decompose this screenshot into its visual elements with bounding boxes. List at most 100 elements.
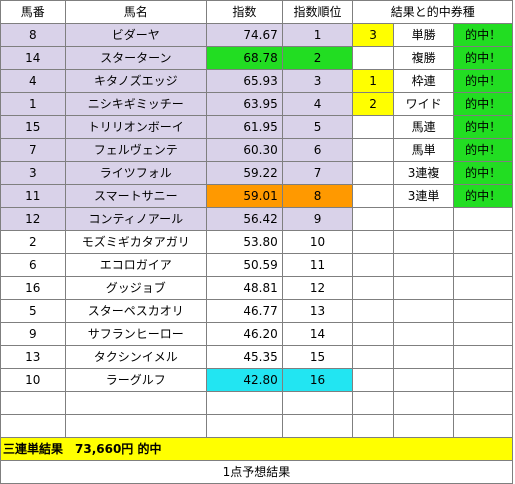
index-value: 65.93 xyxy=(205,69,283,93)
index-value: 50.59 xyxy=(205,253,283,277)
empty-cell xyxy=(352,322,394,346)
header-row: 馬番 馬名 指数 指数順位 結果と的中券種 xyxy=(0,0,513,24)
horse-name: ライツフォル xyxy=(64,161,207,185)
empty-cell xyxy=(392,230,455,254)
horse-number: 2 xyxy=(0,230,66,254)
index-rank: 7 xyxy=(281,161,354,185)
empty-cell xyxy=(64,391,207,415)
index-value: 60.30 xyxy=(205,138,283,162)
hit-badge: 的中！ xyxy=(453,115,513,139)
table-row: 1 ニシキギミッチー 63.95 4 2 ワイド 的中！ xyxy=(0,92,513,116)
horse-number: 16 xyxy=(0,276,66,300)
horse-name: タクシンイメル xyxy=(64,345,207,369)
table-row: 7 フェルヴェンテ 60.30 6 馬単 的中！ xyxy=(0,138,513,162)
result-place xyxy=(352,161,394,185)
table-row: 2 モズミギカタアガリ 53.80 10 xyxy=(0,230,513,254)
empty-cell xyxy=(281,414,354,438)
horse-name: スマートサニー xyxy=(64,184,207,208)
index-rank: 8 xyxy=(281,184,354,208)
empty-cell xyxy=(352,253,394,277)
bet-type: 馬連 xyxy=(392,115,455,139)
index-rank: 4 xyxy=(281,92,354,116)
horse-number: 6 xyxy=(0,253,66,277)
table-row: 3 ライツフォル 59.22 7 3連複 的中！ xyxy=(0,161,513,185)
table-row: 8 ビダーヤ 74.67 1 3 単勝 的中！ xyxy=(0,23,513,47)
horse-number: 9 xyxy=(0,322,66,346)
hit-badge: 的中！ xyxy=(453,46,513,70)
empty-row xyxy=(0,391,513,415)
index-value: 46.20 xyxy=(205,322,283,346)
index-value: 74.67 xyxy=(205,23,283,47)
bet-type: 馬単 xyxy=(392,138,455,162)
index-rank: 5 xyxy=(281,115,354,139)
empty-cell xyxy=(205,414,283,438)
table-row: 9 サフランヒーロー 46.20 14 xyxy=(0,322,513,346)
table-row: 11 スマートサニー 59.01 8 3連単 的中！ xyxy=(0,184,513,208)
index-rank: 14 xyxy=(281,322,354,346)
empty-cell xyxy=(453,345,513,369)
horse-number: 11 xyxy=(0,184,66,208)
index-rank: 15 xyxy=(281,345,354,369)
hit-badge: 的中！ xyxy=(453,161,513,185)
horse-number: 12 xyxy=(0,207,66,231)
header-result: 結果と的中券種 xyxy=(352,0,513,24)
index-value: 48.81 xyxy=(205,276,283,300)
empty-cell xyxy=(392,345,455,369)
table-row: 6 エコロガイア 50.59 11 xyxy=(0,253,513,277)
horse-name: キタノズエッジ xyxy=(64,69,207,93)
empty-cell xyxy=(392,414,455,438)
horse-name: モズミギカタアガリ xyxy=(64,230,207,254)
index-rank: 10 xyxy=(281,230,354,254)
empty-cell xyxy=(352,368,394,392)
index-rank: 11 xyxy=(281,253,354,277)
trifecta-result: 三連単結果 73,660円 的中 xyxy=(0,437,513,461)
index-rank: 13 xyxy=(281,299,354,323)
result-place: 2 xyxy=(352,92,394,116)
table-row: 13 タクシンイメル 45.35 15 xyxy=(0,345,513,369)
horse-name: エコロガイア xyxy=(64,253,207,277)
hit-badge: 的中！ xyxy=(453,23,513,47)
empty-cell xyxy=(392,276,455,300)
empty-cell xyxy=(392,391,455,415)
index-rank: 2 xyxy=(281,46,354,70)
empty-cell xyxy=(352,276,394,300)
empty-cell xyxy=(0,414,66,438)
table-row: 16 グッジョブ 48.81 12 xyxy=(0,276,513,300)
result-place xyxy=(352,46,394,70)
table-row: 10 ラーグルフ 42.80 16 xyxy=(0,368,513,392)
empty-cell xyxy=(64,414,207,438)
prediction-caption: 1点予想結果 xyxy=(0,460,513,484)
empty-cell xyxy=(392,368,455,392)
table-row: 5 スターペスカオリ 46.77 13 xyxy=(0,299,513,323)
horse-name: スターターン xyxy=(64,46,207,70)
result-place xyxy=(352,184,394,208)
empty-cell xyxy=(453,322,513,346)
index-value: 59.01 xyxy=(205,184,283,208)
hit-badge: 的中！ xyxy=(453,138,513,162)
empty-cell xyxy=(352,414,394,438)
horse-name: トリリオンボーイ xyxy=(64,115,207,139)
empty-cell xyxy=(453,230,513,254)
header-num: 馬番 xyxy=(0,0,66,24)
index-rank: 3 xyxy=(281,69,354,93)
bet-type: ワイド xyxy=(392,92,455,116)
index-rank: 16 xyxy=(281,368,354,392)
empty-cell xyxy=(453,207,513,231)
horse-name: フェルヴェンテ xyxy=(64,138,207,162)
empty-cell xyxy=(453,368,513,392)
empty-cell xyxy=(453,276,513,300)
hit-badge: 的中！ xyxy=(453,69,513,93)
horse-name: スターペスカオリ xyxy=(64,299,207,323)
index-value: 53.80 xyxy=(205,230,283,254)
horse-number: 15 xyxy=(0,115,66,139)
empty-cell xyxy=(392,299,455,323)
result-place xyxy=(352,115,394,139)
horse-name: サフランヒーロー xyxy=(64,322,207,346)
empty-row xyxy=(0,414,513,438)
header-rank: 指数順位 xyxy=(281,0,354,24)
table-row: 12 コンティノアール 56.42 9 xyxy=(0,207,513,231)
index-value: 42.80 xyxy=(205,368,283,392)
horse-name: グッジョブ xyxy=(64,276,207,300)
empty-cell xyxy=(392,322,455,346)
